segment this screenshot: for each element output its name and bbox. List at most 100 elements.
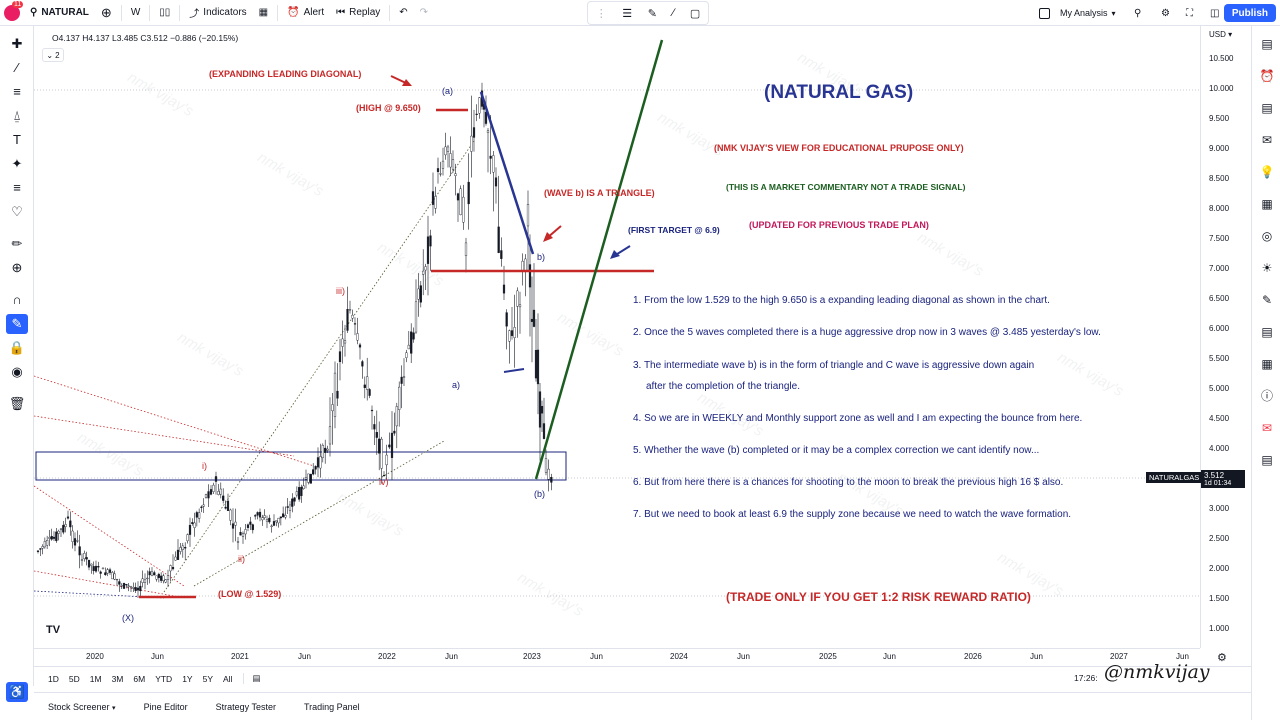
node-icon[interactable]: ✦ [11,156,23,171]
replay-button[interactable]: ⏮ Replay [330,0,386,26]
chart-type-button[interactable]: ▯▯ [153,0,176,26]
fullscreen-button[interactable]: ⛶ [1180,0,1199,26]
candle-body [544,458,548,473]
candle-body [441,160,445,169]
messages-icon[interactable]: ✉ [1261,421,1273,435]
candle-body [414,301,418,333]
chat-icon[interactable]: ✉ [1261,133,1273,147]
price-tick: 1.500 [1209,594,1230,603]
pattern-icon[interactable]: ⍙ [13,108,21,123]
layout-button[interactable]: My Analysis ▾ [1033,0,1122,26]
candle-body [319,456,322,469]
candle-body [90,563,93,566]
axis-settings-button[interactable]: ⚙ [1217,651,1227,664]
range-1m[interactable]: 1M [89,673,102,684]
add-symbol-button[interactable]: ⊕ [95,0,118,26]
crosshair-icon[interactable]: ✚ [11,36,23,51]
line-tool-icon[interactable]: ∕ [672,7,675,19]
candle-body [101,567,105,570]
help-icon[interactable]: ⓘ [1260,389,1273,403]
zoom-icon[interactable]: ⊕ [11,260,23,275]
candle-body [293,497,296,502]
hotlist-icon[interactable]: ▤ [1261,325,1273,339]
snapshot-button[interactable]: ◫ [1204,0,1225,26]
candle-body [217,491,220,495]
tab-trading-panel[interactable]: Trading Panel [303,701,360,712]
date-range-icon[interactable]: ▤ [243,673,265,684]
dom-icon[interactable]: ▤ [1261,453,1273,467]
range-1y[interactable]: 1Y [182,673,193,684]
watchlist-icon[interactable]: ▤ [1261,37,1273,51]
avatar[interactable]: 11 [0,0,24,26]
streams-icon[interactable]: ◎ [1261,229,1273,243]
drag-handle-icon[interactable]: ⋮ [595,7,607,20]
candle-body [343,340,347,344]
notifications-icon[interactable]: ☀ [1261,261,1273,275]
candle-body [122,582,126,589]
fib-icon[interactable]: ≡ [13,84,21,99]
chart-pane[interactable]: nmk vijay's nmk vijay's nmk vijay's nmk … [34,26,1200,648]
candle-body [426,236,430,264]
publish-button[interactable]: Publish [1223,4,1276,22]
heart-icon[interactable]: ♡ [11,204,23,219]
range-1d[interactable]: 1D [48,673,59,684]
price-chart[interactable] [34,26,1200,648]
undo-button[interactable]: ↶ [393,0,413,26]
templates-button[interactable]: ▦ [253,0,274,26]
candle-body [470,135,473,152]
trash-icon[interactable]: 🗑 [8,396,26,411]
search-button[interactable]: ⚲ [1128,0,1147,26]
candle-body [191,522,194,524]
candle-body [321,445,324,458]
accessibility-icon[interactable]: ♿ [6,682,28,702]
ideas-icon[interactable]: 💡 [1259,165,1275,179]
legend-collapse-button[interactable]: ⌄ 2 [42,48,64,62]
news-icon[interactable]: ▦ [1261,357,1273,371]
magnet-icon[interactable]: ∩ [12,292,22,307]
trend-line-icon[interactable]: ∕ [15,60,19,75]
gear-icon: ⚙ [1161,7,1170,19]
time-axis[interactable]: 2020 Jun 2021 Jun 2022 Jun 2023 Jun 2024 Jun 2025 J… [34,648,1200,666]
candle-body [489,155,492,159]
range-5y[interactable]: 5Y [202,673,213,684]
ruler-icon[interactable]: ✏ [11,236,23,251]
candle-body [55,531,58,542]
pen-icon[interactable]: ✎ [647,7,657,20]
tab-stock-screener[interactable]: Stock Screener ▾ [48,701,116,712]
settings-button[interactable]: ⚙ [1155,0,1176,26]
range-5d[interactable]: 5D [68,673,80,684]
price-axis[interactable]: USD ▾ 10.500 10.000 9.500 9.000 8.500 8.000 7.… [1146,26,1251,648]
data-window-icon[interactable]: ▤ [1261,101,1273,115]
eye-icon[interactable]: ◉ [11,364,23,379]
interval-button[interactable]: W [130,7,141,18]
range-6m[interactable]: 6M [133,673,146,684]
candle-body [164,579,167,583]
rectangle-icon[interactable]: ▢ [689,7,701,20]
text-tool-icon[interactable]: T [13,132,21,147]
lock-icon[interactable]: 🔒 [8,340,26,355]
legend-count: 2 [55,50,60,60]
right-sidebar: ▤ ⏰ ▤ ✉ 💡 ▦ ◎ ☀ ✎ ▤ ▦ ⓘ ✉ ▤ [1251,26,1280,720]
prediction-icon[interactable]: ≡ [13,180,21,195]
calendar-icon[interactable]: ▦ [1261,197,1273,211]
range-all[interactable]: All [223,673,233,684]
alert-button[interactable]: ⏰ Alert [281,0,330,26]
range-3m[interactable]: 3M [111,673,124,684]
candle-body [69,520,72,528]
alerts-icon[interactable]: ⏰ [1259,69,1275,83]
bar-countdown: 1d 01:34 [1204,480,1232,487]
candle-body [304,477,308,480]
currency-label[interactable]: USD ▾ [1209,30,1233,39]
lines-icon[interactable]: ☰ [622,7,633,20]
range-ytd[interactable]: YTD [155,673,173,684]
chat-bubble-icon[interactable]: ✎ [1261,293,1273,307]
symbol-search[interactable]: ⚲ NATURAL [24,0,95,26]
tab-strategy-tester[interactable]: Strategy Tester [215,701,276,712]
redo-button[interactable]: ↷ [414,0,434,26]
tab-pine-editor[interactable]: Pine Editor [143,701,188,712]
indicators-button[interactable]: ⤴ Indicators [183,0,252,26]
commentary-disclaimer: (THIS IS A MARKET COMMENTARY NOT A TRADE… [726,182,966,192]
stay-drawing-icon[interactable]: ✎ [6,314,28,334]
candle-body [526,204,530,227]
candle-body [127,585,130,587]
